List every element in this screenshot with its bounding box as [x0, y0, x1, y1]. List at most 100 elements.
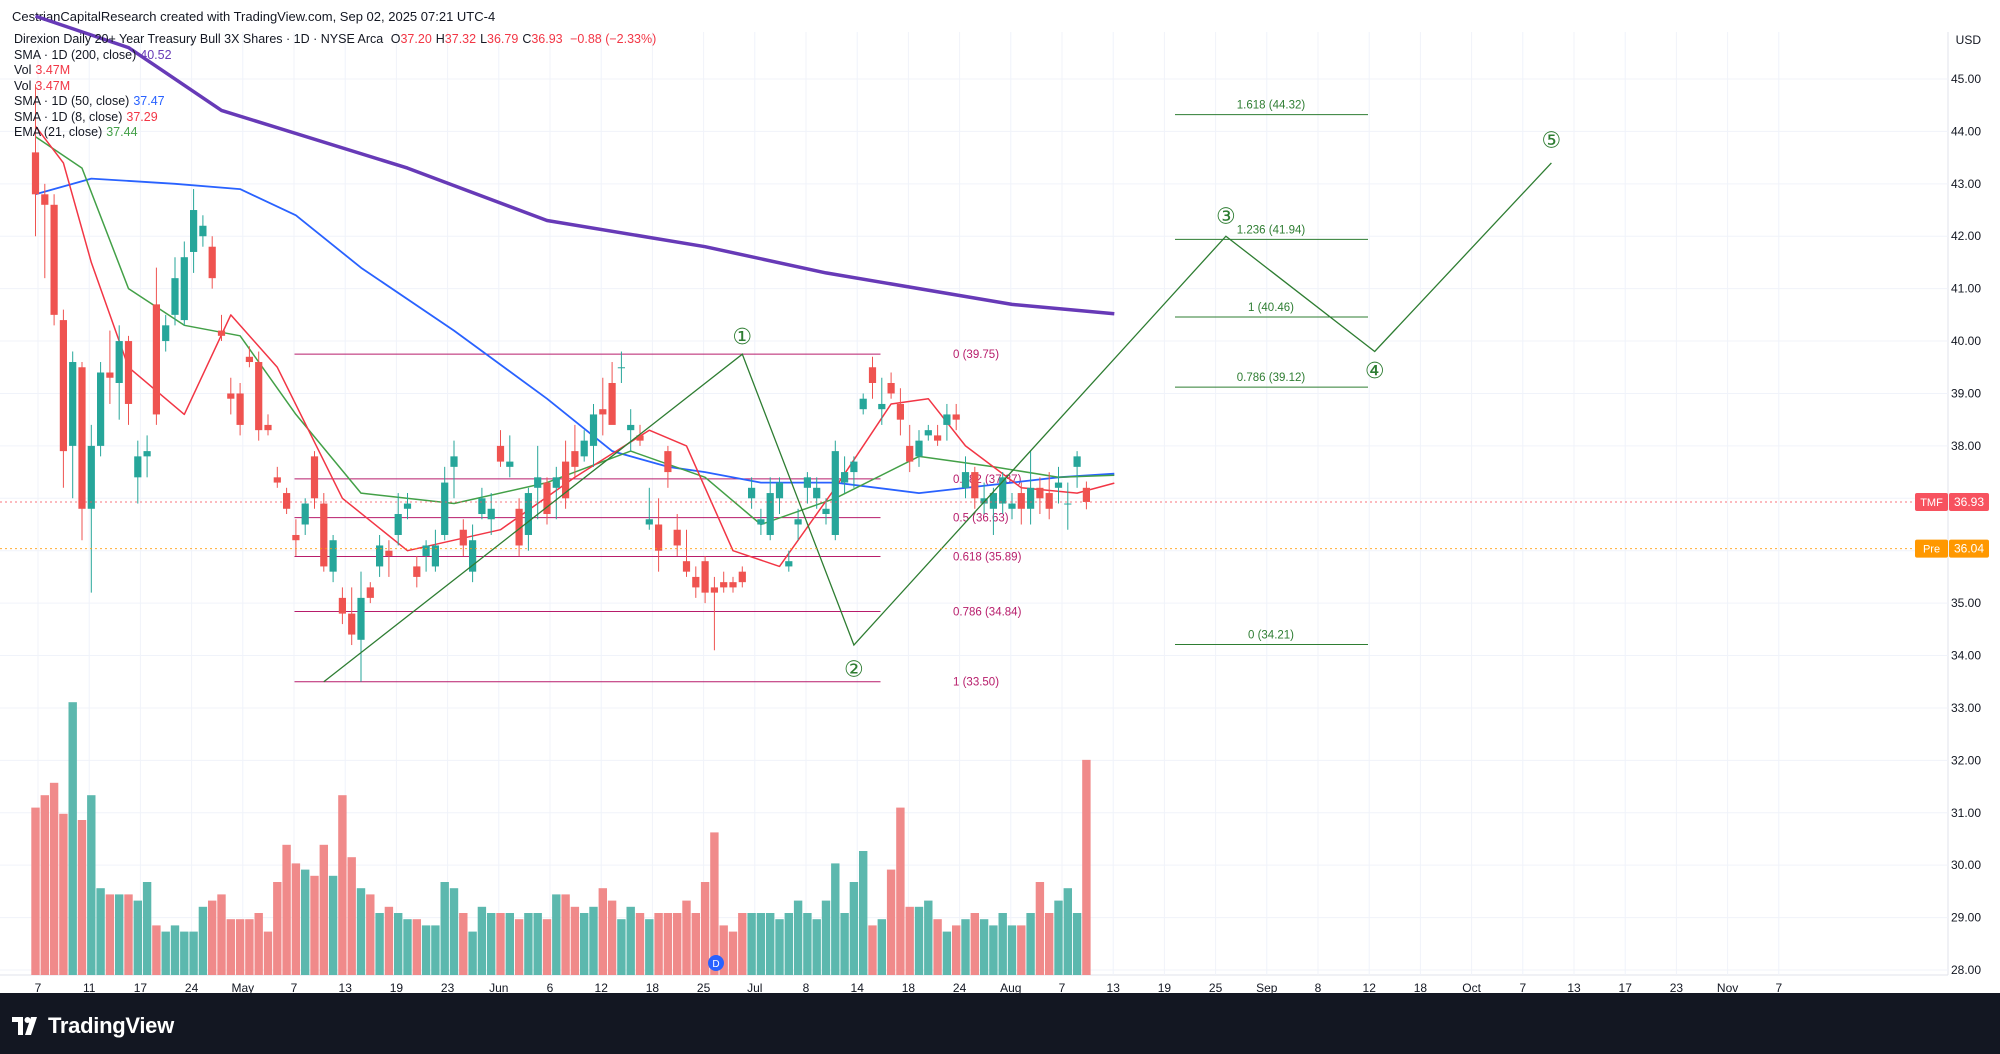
volume-bar: [263, 931, 273, 975]
chart-legend: Direxion Daily 20+ Year Treasury Bull 3X…: [14, 32, 656, 141]
volume-bar: [979, 919, 989, 975]
wave-label-5: ⑤: [1542, 128, 1562, 153]
volume-bar: [208, 900, 217, 975]
fib-retracement-label: 0.5 (36.63): [953, 513, 1009, 525]
candle-body: [143, 451, 151, 457]
ohlc-values: O37.20 H37.32 L36.79 C36.93: [387, 32, 563, 46]
candle-body: [394, 514, 402, 535]
legend-row-4: SMA · 1D (8, close) 37.29: [14, 109, 158, 124]
legend-row-2: Vol 3.47M: [14, 78, 71, 93]
volume-bar: [198, 906, 208, 975]
volume-bar: [961, 919, 970, 975]
volume-bar: [356, 888, 366, 975]
legend-title-row: Direxion Daily 20+ Year Treasury Bull 3X…: [14, 32, 656, 48]
volume-bar: [682, 900, 691, 975]
candle-body: [636, 435, 644, 441]
price-badge-label: TMF: [1920, 497, 1943, 509]
volume-bar: [338, 795, 347, 975]
candle-body: [868, 367, 877, 383]
volume-bar: [133, 900, 142, 975]
candle-body: [803, 477, 811, 488]
volume-bar: [180, 931, 189, 975]
candle-body: [478, 498, 486, 515]
candle-body: [134, 456, 142, 478]
volume-bar: [124, 894, 133, 975]
fib-extension-label: 1.618 (44.32): [1237, 100, 1306, 112]
candle-body: [627, 424, 635, 431]
candle-body: [506, 461, 514, 467]
candle-body: [961, 472, 970, 488]
volume-bar: [245, 919, 254, 975]
volume-bar: [738, 913, 747, 975]
candle-body: [152, 304, 160, 415]
volume-bar: [440, 882, 449, 975]
volume-bar: [905, 906, 914, 975]
time-tick-label: 8: [803, 981, 810, 993]
time-tick-label: 19: [390, 981, 404, 993]
time-tick-label: 12: [1363, 981, 1377, 993]
candle-body: [217, 330, 226, 336]
candle-body: [515, 508, 523, 546]
candle-body: [310, 456, 319, 499]
time-tick-label: Jun: [489, 981, 508, 993]
price-chart[interactable]: 0 (39.75)0.382 (37.37)0.5 (36.63)0.618 (…: [0, 0, 2000, 993]
candle-body: [673, 529, 681, 546]
candle-body: [710, 587, 718, 593]
price-badge-value: 36.93: [1954, 495, 1984, 509]
volume-bar: [31, 807, 40, 975]
candle-body: [329, 540, 337, 572]
volume-bar: [570, 906, 580, 975]
price-tick-label: 31.00: [1951, 806, 1981, 820]
time-tick-label: 18: [902, 981, 916, 993]
brand-name: TradingView: [48, 1013, 174, 1038]
candle-body: [1036, 487, 1044, 499]
candle-body: [115, 341, 123, 383]
volume-bar: [635, 913, 645, 975]
time-tick-label: 13: [1107, 981, 1121, 993]
volume-bar: [310, 875, 319, 975]
time-tick-label: 7: [291, 981, 298, 993]
candle-body: [413, 566, 421, 577]
candle-body: [906, 445, 914, 462]
tradingview-logo[interactable]: TradingView: [12, 1013, 174, 1039]
candle-body: [283, 493, 291, 509]
volume-bar: [552, 894, 561, 975]
candle-body: [171, 278, 179, 315]
candle-body: [552, 477, 560, 488]
volume-bar: [924, 900, 933, 975]
volume-bar: [449, 888, 459, 975]
volume-bar: [1072, 913, 1082, 975]
time-tick-label: Jul: [747, 981, 762, 993]
volume-bar: [580, 913, 589, 975]
time-tick-label: 14: [851, 981, 865, 993]
volume-bar: [793, 900, 803, 975]
volume-bar: [868, 925, 877, 975]
volume-bar: [40, 795, 49, 975]
candle-body: [441, 482, 449, 535]
volume-bar: [431, 925, 440, 975]
volume-bar: [505, 913, 514, 975]
volume-bar: [561, 894, 570, 975]
candle-body: [655, 524, 663, 551]
volume-bar: [691, 913, 700, 975]
volume-bar: [1063, 888, 1072, 975]
price-tick-label: 30.00: [1951, 858, 1981, 872]
candle-body: [720, 582, 728, 588]
legend-row-5: EMA (21, close) 37.44: [14, 125, 138, 139]
candlesticks: [31, 84, 1090, 682]
legend-row-3: SMA · 1D (50, close) 37.47: [14, 94, 165, 108]
chart-grid: [0, 32, 1949, 976]
volume-bar: [115, 894, 124, 975]
price-tick-label: 40.00: [1951, 334, 1981, 348]
time-tick-label: 24: [953, 981, 967, 993]
candle-body: [571, 451, 579, 467]
volume-bars: [31, 702, 1091, 975]
volume-bar: [87, 795, 96, 975]
volume-bar: [1017, 925, 1026, 975]
footer-bar: TradingView: [0, 993, 2000, 1054]
legend-row-0: SMA · 1D (200, close) 40.52: [14, 47, 172, 62]
price-tick-label: 33.00: [1951, 701, 1981, 715]
candle-body: [943, 414, 951, 425]
candle-body: [748, 487, 756, 499]
candle-body: [534, 477, 542, 488]
